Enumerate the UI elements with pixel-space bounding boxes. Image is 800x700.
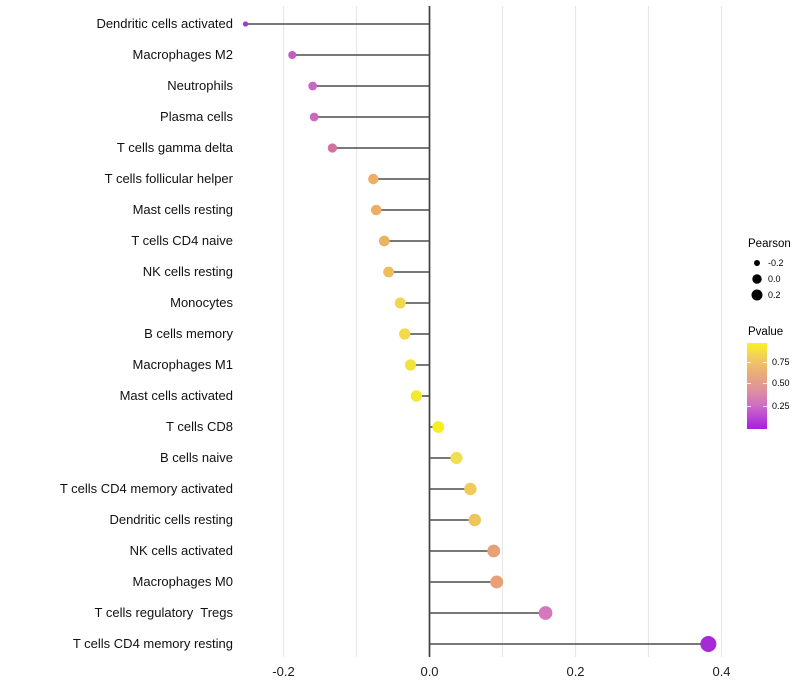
pvalue-tick-label: 0.75 xyxy=(772,356,790,367)
pvalue-tick-label: 0.25 xyxy=(772,400,790,411)
y-axis-label: Monocytes xyxy=(170,295,233,310)
y-axis-label: T cells CD4 memory activated xyxy=(59,481,233,496)
y-axis-label: Plasma cells xyxy=(160,109,233,124)
lollipop-dot xyxy=(242,21,249,27)
y-axis-label: T cells follicular helper xyxy=(104,171,233,186)
y-axis-label: NK cells resting xyxy=(142,264,233,279)
lollipop-dot xyxy=(490,575,504,589)
size-legend-item-label: 0.0 xyxy=(768,274,781,284)
y-axis-label: Macrophages M1 xyxy=(132,357,233,372)
lollipop-dot xyxy=(464,482,477,496)
x-axis-tick-label: 0.2 xyxy=(566,664,585,679)
lollipop-dot xyxy=(468,513,482,527)
lollipop-dot xyxy=(432,421,445,433)
size-legend-title: Pearson xyxy=(748,238,791,250)
y-axis-label: Dendritic cells activated xyxy=(96,16,233,31)
pvalue-tick-label: 0.50 xyxy=(772,378,790,389)
pvalue-gradient-tick xyxy=(763,361,767,363)
x-axis-tick-label: 0.4 xyxy=(712,664,731,679)
y-axis-label: B cells memory xyxy=(144,326,233,341)
y-axis-label: Macrophages M0 xyxy=(132,574,233,589)
y-axis-label: Dendritic cells resting xyxy=(109,512,233,527)
y-axis-label: Macrophages M2 xyxy=(132,47,233,62)
lollipop-dot xyxy=(404,359,417,371)
y-axis-label: T cells CD4 memory resting xyxy=(72,636,233,651)
y-axis-label: Neutrophils xyxy=(167,78,233,93)
size-legend-item-label: -0.2 xyxy=(768,258,784,268)
y-axis-label: T cells CD4 naive xyxy=(131,233,233,248)
lollipop-dot xyxy=(383,266,395,278)
x-axis-tick-label: 0.0 xyxy=(420,664,439,679)
lollipop-dot xyxy=(327,143,338,153)
y-axis-label: Mast cells resting xyxy=(132,202,233,217)
lollipop-dot xyxy=(538,606,553,620)
lollipop-dot xyxy=(309,112,319,122)
lollipop-dot xyxy=(487,544,501,558)
lollipop-dot xyxy=(378,235,390,247)
pvalue-gradient-tick xyxy=(763,405,767,407)
pvalue-gradient-tick xyxy=(747,383,751,385)
size-legend-item-label: 0.2 xyxy=(768,290,781,300)
lollipop-dot xyxy=(368,173,379,185)
y-axis-label: Mast cells activated xyxy=(119,388,233,403)
lollipop-dot xyxy=(410,390,423,402)
lollipop-dot xyxy=(308,81,318,91)
y-axis-label: T cells CD8 xyxy=(166,419,233,434)
y-axis-label: B cells naive xyxy=(160,450,233,465)
pvalue-gradient-bar xyxy=(747,343,767,429)
lollipop-dot xyxy=(288,50,297,60)
lollipop-dot xyxy=(399,328,411,340)
y-axis-label: T cells gamma delta xyxy=(116,140,233,155)
lollipop-dot xyxy=(370,204,382,216)
lollipop-dot xyxy=(700,635,717,653)
lollipop-dot xyxy=(450,451,463,465)
pvalue-gradient-tick xyxy=(747,405,751,407)
pvalue-gradient-tick xyxy=(763,383,767,385)
color-legend-title: Pvalue xyxy=(748,326,784,338)
y-axis-label: T cells regulatory Tregs xyxy=(94,605,233,620)
pvalue-gradient-tick xyxy=(747,361,751,363)
lollipop-dot xyxy=(394,297,406,309)
x-axis-tick-label: -0.2 xyxy=(272,664,295,679)
y-axis-label: NK cells activated xyxy=(129,543,233,558)
